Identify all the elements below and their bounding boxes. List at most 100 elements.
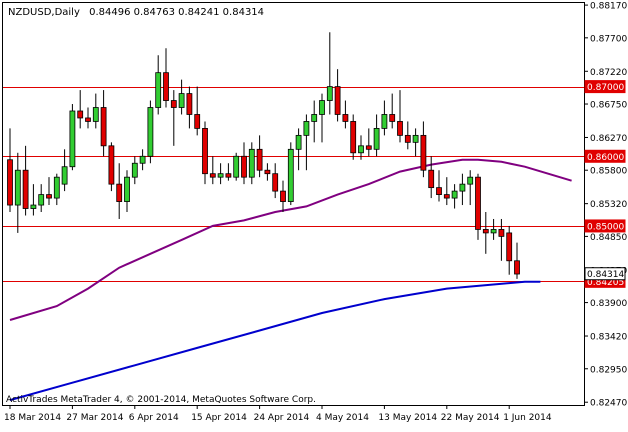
candle-body <box>311 114 318 122</box>
y-tick-label: 0.83420 <box>590 333 627 343</box>
y-tick-label: 0.82470 <box>590 399 627 409</box>
ma-slow-line <box>9 280 541 402</box>
candle <box>303 114 310 171</box>
candle-body <box>319 100 325 115</box>
candle-body <box>326 86 333 101</box>
candle-body <box>280 190 286 202</box>
candle <box>100 90 107 157</box>
y-tick-label: 0.88170 <box>590 2 627 12</box>
candle-body <box>61 166 68 185</box>
candle <box>334 69 341 122</box>
candle-body <box>69 110 76 168</box>
candle <box>14 152 21 233</box>
candle <box>194 86 201 136</box>
moving-averages <box>9 158 572 402</box>
candle <box>209 156 216 185</box>
x-tick-label: 1 Jun 2014 <box>503 413 552 423</box>
candle <box>233 152 240 181</box>
candle <box>178 79 185 115</box>
candle-body <box>77 110 84 119</box>
candle <box>264 163 271 181</box>
current-price-label-text: 0.84314 <box>587 270 624 280</box>
candle-body <box>92 107 99 122</box>
y-tick-label: 0.85800 <box>590 167 627 177</box>
candle <box>225 163 232 181</box>
candle <box>397 90 403 143</box>
candle-body <box>147 107 154 157</box>
candle-body <box>22 169 29 209</box>
level-label-1-text: 0.86000 <box>587 153 624 163</box>
candle-body <box>514 260 520 275</box>
candle <box>475 173 481 240</box>
candle-body <box>490 229 497 234</box>
candle-body <box>397 121 403 136</box>
candle <box>147 100 154 164</box>
x-tick-label: 15 Apr 2014 <box>191 413 247 423</box>
candle-body <box>467 176 474 185</box>
candle-body <box>381 114 388 129</box>
y-tick-label: 0.87220 <box>590 68 627 78</box>
candle-body <box>124 176 130 202</box>
candle-body <box>14 169 21 206</box>
candle <box>30 184 37 216</box>
candle-body <box>287 148 294 202</box>
candle-body <box>482 229 489 234</box>
candle-body <box>139 155 146 164</box>
candle <box>186 86 193 129</box>
y-tick-label: 0.84850 <box>590 233 627 243</box>
candle <box>436 170 442 202</box>
x-tick-label: 4 May 2014 <box>316 413 369 423</box>
ma-fast-line <box>9 158 572 321</box>
candle <box>92 93 99 129</box>
candle <box>373 114 380 157</box>
candle <box>311 100 318 143</box>
candle <box>459 173 466 206</box>
candle <box>358 135 364 160</box>
y-tick-label: 0.86750 <box>590 101 627 111</box>
candle <box>241 142 247 185</box>
level-label-0: 0.87000 <box>584 80 626 94</box>
candle <box>280 180 286 213</box>
level-label-2: 0.85000 <box>584 219 626 233</box>
candle-body <box>264 169 271 175</box>
candle <box>248 142 255 185</box>
candle-body <box>506 232 513 262</box>
candle-body <box>443 194 450 199</box>
candle-body <box>233 155 240 178</box>
candle-body <box>295 134 302 150</box>
candle-body <box>46 194 52 199</box>
candle-body <box>116 183 123 202</box>
candle-body <box>459 183 466 192</box>
candle-body <box>241 155 247 178</box>
candle-body <box>170 100 177 108</box>
candle <box>482 212 489 254</box>
current-price-label-box <box>584 267 626 281</box>
candle-body <box>209 173 216 178</box>
candle <box>77 90 84 129</box>
candle <box>506 225 513 275</box>
candle-body <box>38 194 45 206</box>
candle-body <box>131 162 138 178</box>
candle-body <box>373 128 380 150</box>
level-label-2-text: 0.85000 <box>587 222 624 232</box>
candle-body <box>225 173 232 178</box>
candle <box>412 128 419 157</box>
candle <box>319 93 325 143</box>
level-label-2-box <box>584 219 626 233</box>
y-tick-label: 0.82950 <box>590 365 627 375</box>
candle-body <box>428 169 435 189</box>
candle <box>490 218 497 240</box>
candle-body <box>436 187 442 195</box>
candle <box>404 121 411 150</box>
candle-body <box>389 114 396 122</box>
candle-body <box>163 72 169 101</box>
candle <box>131 156 138 185</box>
candle <box>451 184 458 209</box>
candle <box>272 163 279 199</box>
candle-body <box>365 145 372 150</box>
candle-body <box>178 93 185 108</box>
symbol-label: NZDUSD,Daily <box>8 7 80 18</box>
